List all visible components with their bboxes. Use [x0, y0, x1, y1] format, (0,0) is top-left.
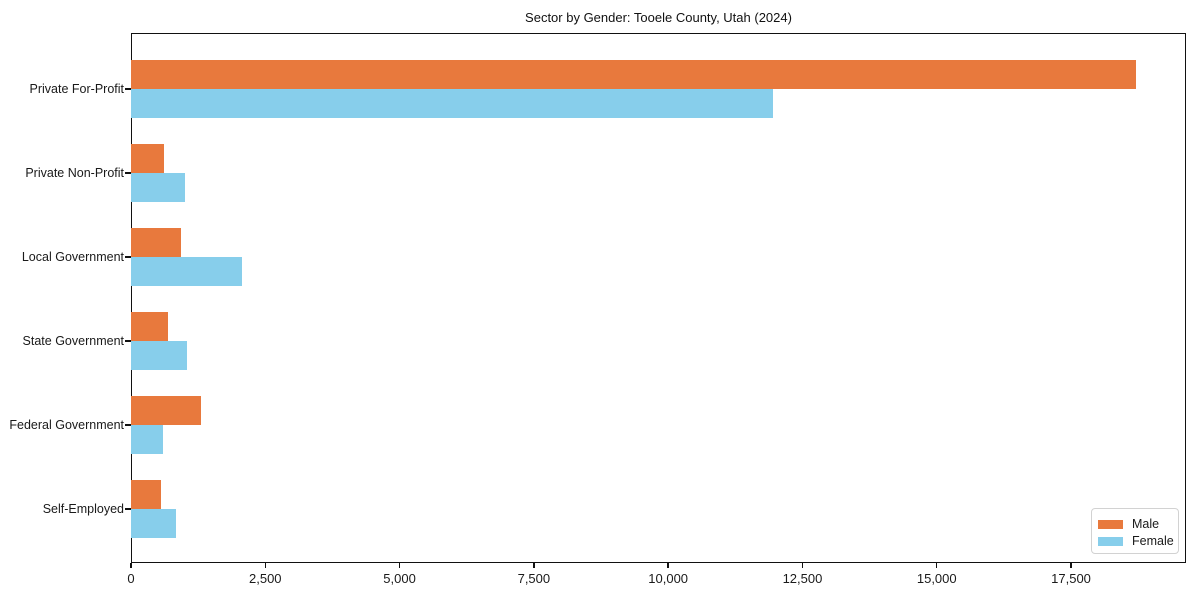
bar-male-local-government: [131, 228, 181, 257]
ytick-mark: [125, 256, 131, 258]
xtick-label-7-500: 7,500: [517, 571, 551, 586]
ytick-label-local-government: Local Government: [21, 250, 124, 264]
xtick-label-15-000: 15,000: [916, 571, 957, 586]
legend-item-male: Male: [1098, 516, 1178, 532]
bar-female-federal-government: [131, 425, 164, 454]
xtick-label-12-500: 12,500: [782, 571, 823, 586]
xtick-label-10-000: 10,000: [648, 571, 689, 586]
bar-female-private-non-profit: [131, 173, 185, 202]
male-color-swatch: [1098, 519, 1123, 529]
ytick-mark: [125, 340, 131, 342]
bars-layer: [131, 33, 1186, 563]
bar-male-federal-government: [131, 396, 201, 425]
legend-label-female: Female: [1132, 534, 1174, 548]
xtick-mark: [801, 563, 804, 568]
bar-male-state-government: [131, 312, 168, 341]
ytick-mark: [125, 172, 131, 174]
xtick-label-0: 0: [127, 571, 135, 586]
bar-male-private-non-profit: [131, 144, 165, 173]
bar-male-self-employed: [131, 480, 161, 509]
xtick-label-17-500: 17,500: [1051, 571, 1091, 586]
bar-male-private-for-profit: [131, 60, 1136, 89]
xtick-mark: [398, 563, 401, 568]
ytick-label-federal-government: Federal Government: [9, 418, 124, 432]
bar-female-self-employed: [131, 509, 176, 538]
ytick-mark: [125, 424, 131, 426]
female-color-swatch: [1098, 536, 1123, 546]
xtick-label-2-500: 2,500: [249, 571, 282, 586]
ytick-label-private-non-profit: Private Non-Profit: [25, 166, 124, 180]
xtick-mark: [130, 563, 132, 568]
xtick-mark: [936, 563, 938, 568]
legend: Male Female: [1091, 508, 1179, 554]
xtick-mark: [264, 563, 266, 568]
plot-area: [131, 33, 1186, 563]
xtick-mark: [533, 563, 535, 568]
ytick-label-private-for-profit: Private For-Profit: [29, 82, 124, 96]
bar-female-state-government: [131, 341, 188, 370]
chart-title: Sector by Gender: Tooele County, Utah (2…: [525, 10, 792, 25]
xtick-mark: [1070, 563, 1072, 568]
bar-female-local-government: [131, 257, 243, 286]
xtick-label-5-000: 5,000: [383, 571, 416, 586]
ytick-mark: [125, 88, 131, 90]
xtick-mark: [667, 563, 669, 568]
ytick-mark: [125, 508, 131, 510]
ytick-label-state-government: State Government: [22, 334, 124, 348]
legend-label-male: Male: [1132, 517, 1160, 531]
bar-female-private-for-profit: [131, 89, 773, 118]
ytick-label-self-employed: Self-Employed: [42, 502, 124, 516]
legend-item-female: Female: [1098, 533, 1178, 549]
